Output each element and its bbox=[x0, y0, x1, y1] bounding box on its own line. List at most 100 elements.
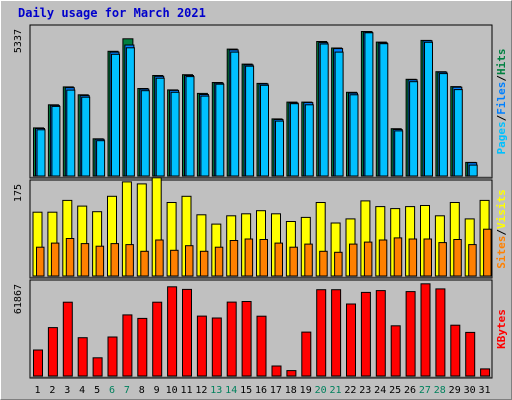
bar-pages-23 bbox=[364, 32, 374, 177]
day-label-21: 21 bbox=[329, 385, 341, 396]
bar-pages-18 bbox=[289, 103, 299, 177]
bar-kbytes-11 bbox=[182, 288, 192, 377]
bar-kbytes-2 bbox=[47, 327, 58, 377]
bar-pages-5 bbox=[96, 140, 106, 177]
day-label-8: 8 bbox=[139, 385, 145, 396]
bar-pages-16 bbox=[260, 84, 269, 177]
bar-pages-25 bbox=[394, 130, 404, 177]
bar-kbytes-6 bbox=[107, 336, 118, 377]
day-label-26: 26 bbox=[404, 385, 416, 396]
bar-kbytes-28 bbox=[435, 288, 446, 377]
day-label-31: 31 bbox=[478, 385, 490, 396]
day-label-17: 17 bbox=[270, 385, 282, 396]
bar-kbytes-21 bbox=[331, 289, 342, 377]
bar-pages-3 bbox=[66, 89, 76, 177]
bar-sites-22 bbox=[349, 243, 358, 277]
day-label-13: 13 bbox=[210, 385, 222, 396]
panel-2-legend: Sites/Visits bbox=[495, 189, 508, 269]
day-label-22: 22 bbox=[344, 385, 356, 396]
bar-sites-25 bbox=[393, 237, 403, 277]
bar-pages-9 bbox=[155, 77, 165, 177]
bar-kbytes-18 bbox=[286, 370, 297, 377]
bar-pages-12 bbox=[200, 95, 210, 177]
bar-kbytes-23 bbox=[360, 291, 371, 377]
bar-pages-29 bbox=[453, 89, 463, 177]
day-label-25: 25 bbox=[389, 385, 401, 396]
day-label-5: 5 bbox=[94, 385, 100, 396]
bar-kbytes-17 bbox=[271, 365, 282, 377]
bar-sites-21 bbox=[334, 251, 343, 277]
bar-sites-9 bbox=[155, 239, 164, 277]
day-label-4: 4 bbox=[79, 385, 85, 396]
bar-sites-11 bbox=[185, 245, 194, 277]
bar-pages-2 bbox=[51, 105, 61, 177]
bar-pages-26 bbox=[409, 81, 419, 177]
bar-sites-10 bbox=[170, 249, 179, 277]
day-label-16: 16 bbox=[255, 385, 267, 396]
bar-kbytes-26 bbox=[405, 291, 416, 377]
bar-kbytes-29 bbox=[450, 324, 461, 377]
bar-pages-19 bbox=[304, 104, 314, 177]
bar-pages-27 bbox=[424, 41, 433, 177]
bar-sites-26 bbox=[408, 238, 418, 277]
bar-kbytes-7 bbox=[122, 314, 133, 377]
panel-2-max-label: 175 bbox=[13, 184, 24, 202]
legend-separator: / bbox=[495, 229, 508, 236]
bar-sites-15 bbox=[244, 238, 254, 277]
day-label-2: 2 bbox=[49, 385, 55, 396]
bar-pages-10 bbox=[170, 91, 180, 177]
bar-sites-3 bbox=[65, 238, 75, 277]
bar-sites-1 bbox=[36, 246, 45, 277]
bar-sites-31 bbox=[483, 228, 492, 277]
bar-sites-17 bbox=[274, 242, 283, 277]
day-label-28: 28 bbox=[434, 385, 446, 396]
day-label-6: 6 bbox=[109, 385, 115, 396]
bar-pages-28 bbox=[438, 73, 448, 177]
legend-kbytes: KBytes bbox=[495, 309, 508, 349]
bar-kbytes-12 bbox=[196, 315, 207, 377]
legend-files: Files bbox=[495, 82, 508, 115]
bar-kbytes-4 bbox=[77, 337, 88, 377]
day-label-14: 14 bbox=[225, 385, 237, 396]
bar-sites-18 bbox=[289, 246, 298, 277]
bar-pages-24 bbox=[379, 43, 389, 177]
day-label-11: 11 bbox=[180, 385, 192, 396]
bar-sites-23 bbox=[363, 241, 373, 277]
legend-separator: / bbox=[495, 114, 508, 121]
bar-kbytes-9 bbox=[152, 301, 163, 377]
chart-title: Daily usage for March 2021 bbox=[18, 6, 206, 20]
bar-kbytes-13 bbox=[211, 317, 222, 377]
bar-pages-20 bbox=[319, 43, 329, 177]
day-label-3: 3 bbox=[64, 385, 70, 396]
bar-pages-30 bbox=[468, 164, 478, 177]
bar-pages-6 bbox=[111, 53, 120, 177]
day-label-7: 7 bbox=[124, 385, 130, 396]
bar-sites-14 bbox=[229, 240, 239, 277]
bar-sites-5 bbox=[95, 245, 105, 277]
bar-kbytes-3 bbox=[62, 301, 73, 377]
bar-sites-2 bbox=[50, 242, 60, 277]
bar-kbytes-25 bbox=[390, 325, 401, 377]
bar-pages-8 bbox=[140, 90, 150, 177]
day-label-1: 1 bbox=[34, 385, 40, 396]
bar-sites-29 bbox=[453, 239, 462, 277]
legend-pages: Pages bbox=[495, 121, 508, 154]
bar-kbytes-10 bbox=[167, 286, 178, 377]
bar-kbytes-31 bbox=[480, 368, 491, 377]
legend-visits: Visits bbox=[495, 189, 508, 229]
day-label-15: 15 bbox=[240, 385, 252, 396]
legend-sites: Sites bbox=[495, 236, 508, 269]
day-label-20: 20 bbox=[315, 385, 327, 396]
bar-pages-1 bbox=[36, 129, 46, 177]
day-label-27: 27 bbox=[419, 385, 431, 396]
bar-sites-16 bbox=[259, 239, 268, 277]
bar-kbytes-20 bbox=[316, 289, 327, 377]
bar-sites-28 bbox=[438, 242, 447, 277]
bar-sites-27 bbox=[423, 238, 432, 277]
legend-hits: Hits bbox=[495, 49, 508, 76]
bar-pages-17 bbox=[275, 120, 284, 177]
day-label-12: 12 bbox=[195, 385, 207, 396]
bar-pages-13 bbox=[215, 83, 225, 177]
bar-sites-12 bbox=[199, 250, 209, 277]
